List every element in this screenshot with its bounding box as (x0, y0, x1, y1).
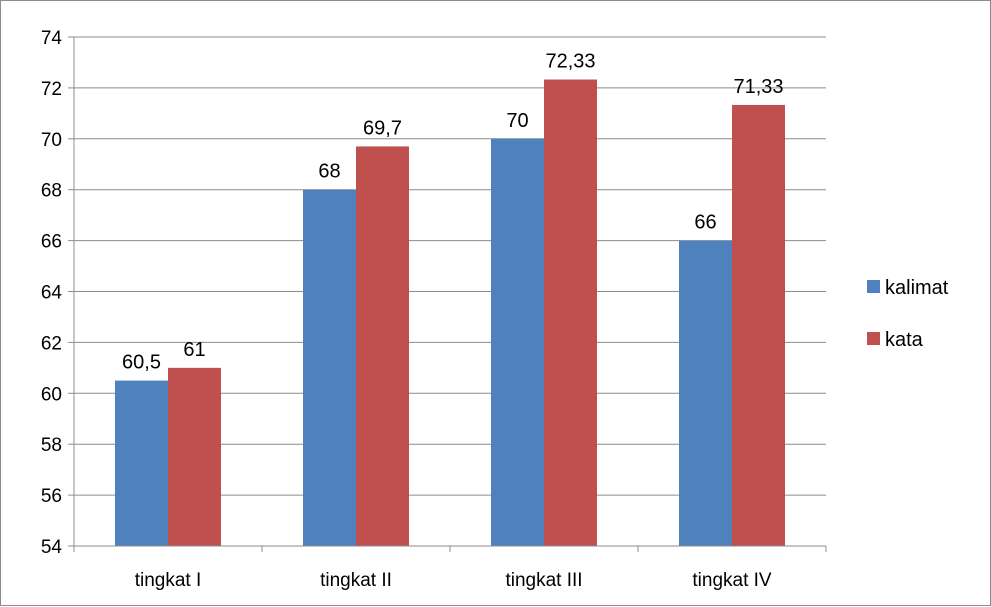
y-tick-label: 54 (41, 537, 63, 558)
y-tick-label: 66 (41, 232, 62, 253)
bar-kata-3 (544, 79, 597, 547)
data-label-kata: 72,33 (545, 51, 595, 73)
data-label-kalimat: 68 (318, 161, 340, 183)
bars (115, 79, 785, 547)
y-tick-label: 68 (41, 181, 62, 202)
data-label-kata: 61 (183, 339, 205, 361)
legend-label-kalimat: kalimat (885, 277, 949, 299)
axes (68, 36, 827, 552)
bar-kata-4 (732, 104, 785, 546)
data-label-kata: 69,7 (363, 117, 402, 139)
y-tick-label: 56 (41, 486, 62, 507)
y-tick-label: 60 (41, 384, 62, 405)
bar-kata-1 (168, 367, 221, 546)
x-tick-label: tingkat II (320, 570, 392, 591)
x-tick-label: tingkat I (135, 570, 202, 591)
bar-kalimat-3 (491, 138, 544, 547)
y-tick-labels: 54 56 58 60 62 64 66 68 70 72 74 (41, 28, 63, 558)
bar-kalimat-1 (115, 380, 168, 546)
bar-kata-2 (356, 146, 409, 546)
y-tick-label: 72 (41, 79, 62, 100)
data-label-kalimat: 66 (694, 212, 716, 234)
x-tick-labels: tingkat I tingkat II tingkat III tingkat IV (135, 570, 772, 591)
data-label-kalimat: 60,5 (122, 352, 161, 374)
data-label-kalimat: 70 (506, 110, 528, 132)
y-tick-label: 64 (41, 283, 63, 304)
legend-swatch-kalimat (867, 280, 880, 293)
data-labels: 60,5 61 68 69,7 70 72,33 66 71,33 (122, 51, 784, 374)
y-tick-label: 70 (41, 130, 62, 151)
bar-kalimat-2 (303, 189, 356, 546)
legend-swatch-kata (867, 332, 880, 345)
legend-label-kata: kata (885, 329, 924, 351)
y-tick-label: 62 (41, 333, 62, 354)
x-tick-label: tingkat IV (692, 570, 772, 591)
legend: kalimat kata (867, 277, 949, 351)
y-tick-label: 58 (41, 435, 62, 456)
x-tick-label: tingkat III (505, 570, 582, 591)
bar-kalimat-4 (679, 240, 732, 546)
data-label-kata: 71,33 (733, 76, 783, 98)
y-tick-label: 74 (41, 28, 63, 49)
